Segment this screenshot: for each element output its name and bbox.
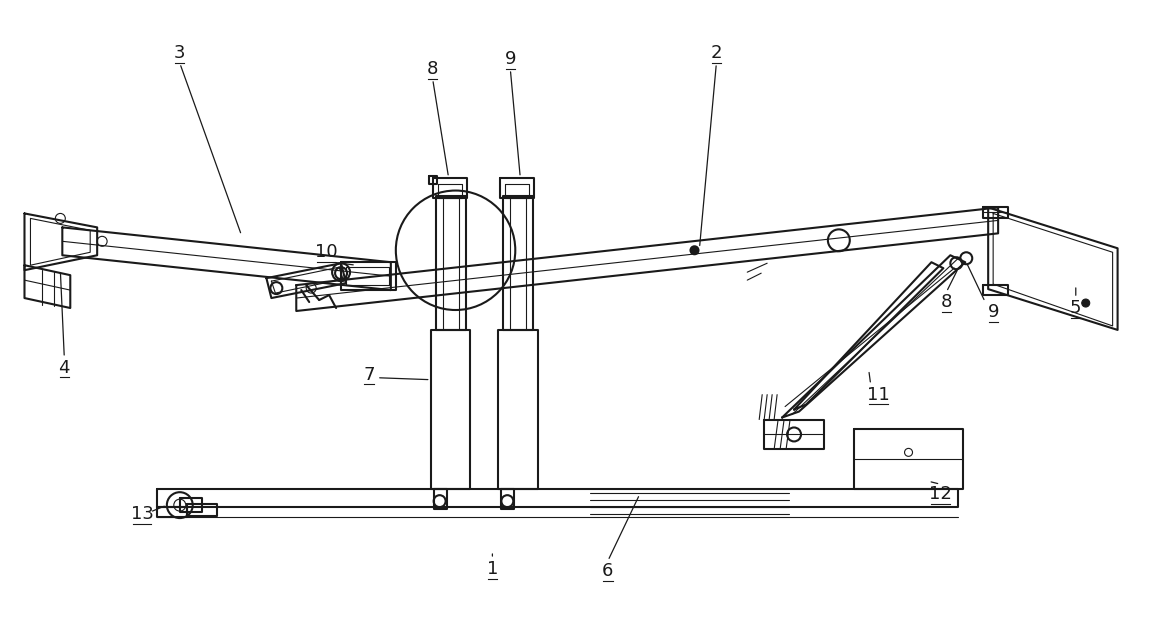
Text: 1: 1 [487,560,498,578]
Text: 11: 11 [868,386,890,404]
Circle shape [1082,299,1089,307]
Text: 6: 6 [602,562,614,580]
Text: 3: 3 [174,44,186,62]
Circle shape [690,246,698,254]
Text: 8: 8 [941,293,952,311]
Text: 9: 9 [987,303,999,321]
Text: 12: 12 [929,485,952,503]
Text: 4: 4 [58,359,70,377]
Text: 10: 10 [314,243,338,261]
Text: 2: 2 [711,44,723,62]
Text: 7: 7 [363,366,375,384]
Text: 9: 9 [505,50,516,68]
Text: 13: 13 [131,505,153,523]
Text: 8: 8 [427,60,438,78]
Text: 5: 5 [1070,299,1081,317]
